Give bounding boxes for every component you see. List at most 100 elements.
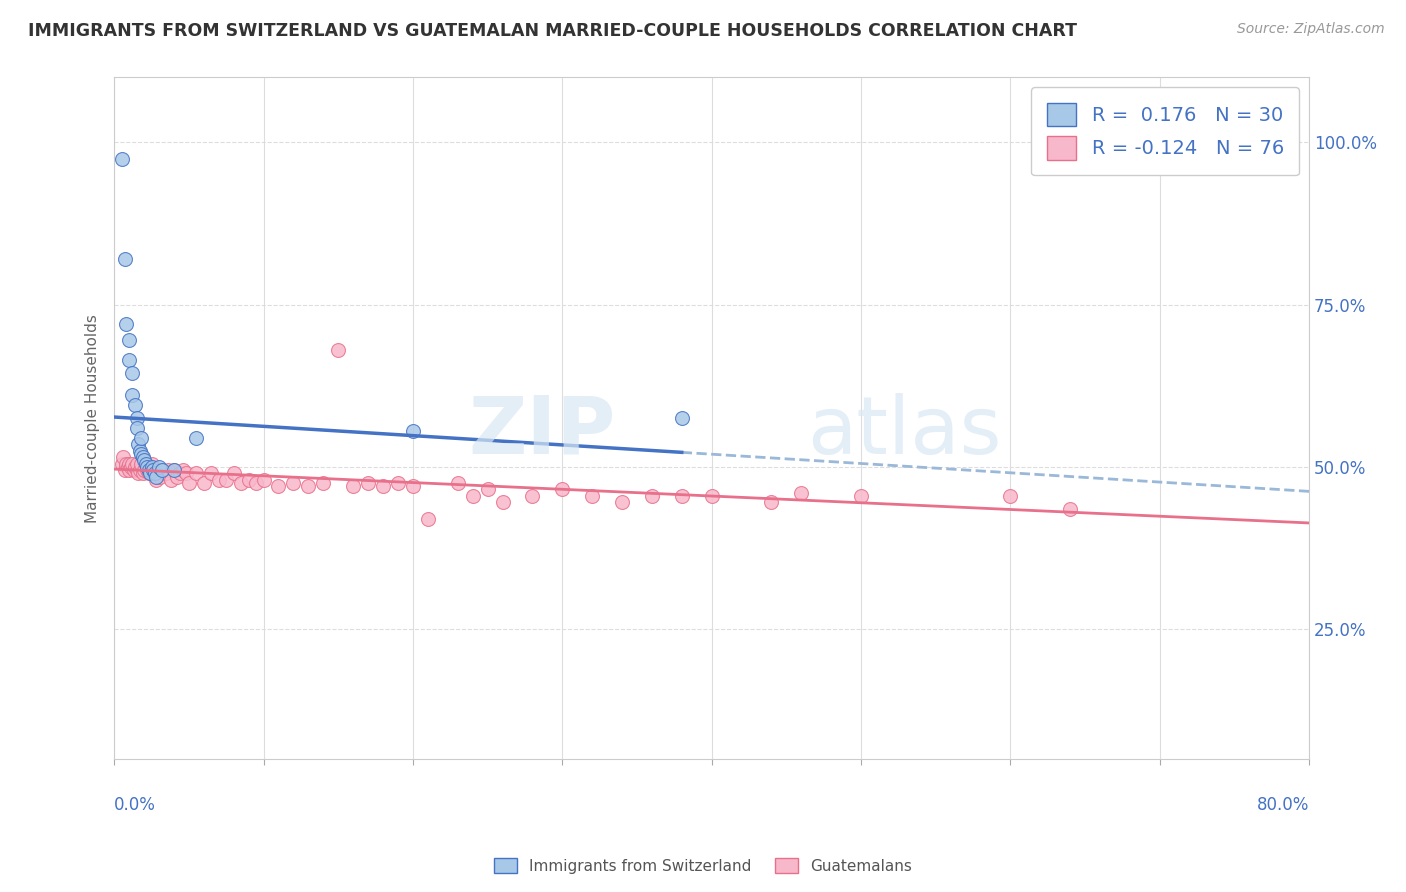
Point — [139, 467, 162, 481]
Point — [142, 467, 165, 481]
Point — [146, 463, 169, 477]
Text: ZIP: ZIP — [468, 392, 616, 471]
Point — [231, 475, 253, 490]
Point — [671, 489, 693, 503]
Point — [1059, 502, 1081, 516]
Point — [138, 463, 160, 477]
Point — [114, 463, 136, 477]
Point — [121, 457, 143, 471]
Point — [148, 459, 170, 474]
Point — [581, 489, 603, 503]
Point — [402, 424, 425, 438]
Point — [252, 473, 274, 487]
Point — [118, 457, 141, 471]
Point — [700, 489, 723, 503]
Point — [124, 459, 146, 474]
Text: IMMIGRANTS FROM SWITZERLAND VS GUATEMALAN MARRIED-COUPLE HOUSEHOLDS CORRELATION : IMMIGRANTS FROM SWITZERLAND VS GUATEMALA… — [28, 22, 1077, 40]
Point — [141, 459, 163, 474]
Point — [112, 450, 135, 464]
Point — [118, 333, 141, 347]
Point — [117, 459, 139, 474]
Point — [160, 473, 183, 487]
Point — [312, 475, 335, 490]
Point — [125, 421, 148, 435]
Point — [849, 489, 872, 503]
Point — [127, 467, 149, 481]
Point — [297, 479, 319, 493]
Point — [121, 366, 143, 380]
Point — [145, 473, 167, 487]
Point — [186, 467, 208, 481]
Point — [128, 463, 150, 477]
Point — [150, 463, 173, 477]
Point — [522, 489, 544, 503]
Point — [121, 388, 143, 402]
Point — [149, 469, 172, 483]
Point — [610, 495, 633, 509]
Point — [163, 463, 186, 477]
Text: Source: ZipAtlas.com: Source: ZipAtlas.com — [1237, 22, 1385, 37]
Point — [461, 489, 484, 503]
Point — [122, 463, 145, 477]
Point — [131, 467, 153, 481]
Point — [477, 483, 499, 497]
Point — [125, 463, 148, 477]
Point — [163, 463, 186, 477]
Point — [761, 495, 783, 509]
Point — [551, 483, 574, 497]
Point — [238, 473, 260, 487]
Point — [145, 469, 167, 483]
Point — [143, 467, 166, 481]
Point — [283, 475, 305, 490]
Point — [267, 479, 290, 493]
Point — [111, 457, 134, 471]
Point — [150, 463, 173, 477]
Point — [129, 431, 152, 445]
Point — [357, 475, 380, 490]
Point — [342, 479, 364, 493]
Point — [132, 453, 155, 467]
Point — [124, 398, 146, 412]
Point — [387, 475, 409, 490]
Point — [245, 475, 267, 490]
Point — [131, 450, 153, 464]
Point — [114, 252, 136, 267]
Point — [169, 467, 191, 481]
Point — [128, 443, 150, 458]
Point — [111, 152, 134, 166]
Point — [671, 411, 693, 425]
Point — [790, 485, 813, 500]
Text: 80.0%: 80.0% — [1257, 797, 1309, 814]
Point — [200, 467, 222, 481]
Point — [143, 463, 166, 477]
Point — [120, 459, 142, 474]
Point — [148, 467, 170, 481]
Point — [129, 457, 152, 471]
Point — [328, 343, 350, 357]
Point — [136, 463, 159, 477]
Point — [208, 473, 231, 487]
Point — [125, 411, 148, 425]
Point — [177, 475, 200, 490]
Point — [118, 352, 141, 367]
Point — [1000, 489, 1022, 503]
Y-axis label: Married-couple Households: Married-couple Households — [86, 314, 100, 523]
Text: atlas: atlas — [807, 392, 1001, 471]
Point — [153, 467, 176, 481]
Point — [118, 463, 141, 477]
Point — [641, 489, 664, 503]
Point — [139, 463, 162, 477]
Point — [136, 459, 159, 474]
Point — [166, 469, 188, 483]
Point — [115, 317, 138, 331]
Point — [416, 511, 439, 525]
Point — [222, 467, 245, 481]
Point — [172, 463, 194, 477]
Point — [138, 467, 160, 481]
Point — [127, 437, 149, 451]
Legend: R =  0.176   N = 30, R = -0.124   N = 76: R = 0.176 N = 30, R = -0.124 N = 76 — [1031, 87, 1299, 176]
Point — [193, 475, 215, 490]
Point — [135, 457, 157, 471]
Point — [186, 431, 208, 445]
Point — [115, 457, 138, 471]
